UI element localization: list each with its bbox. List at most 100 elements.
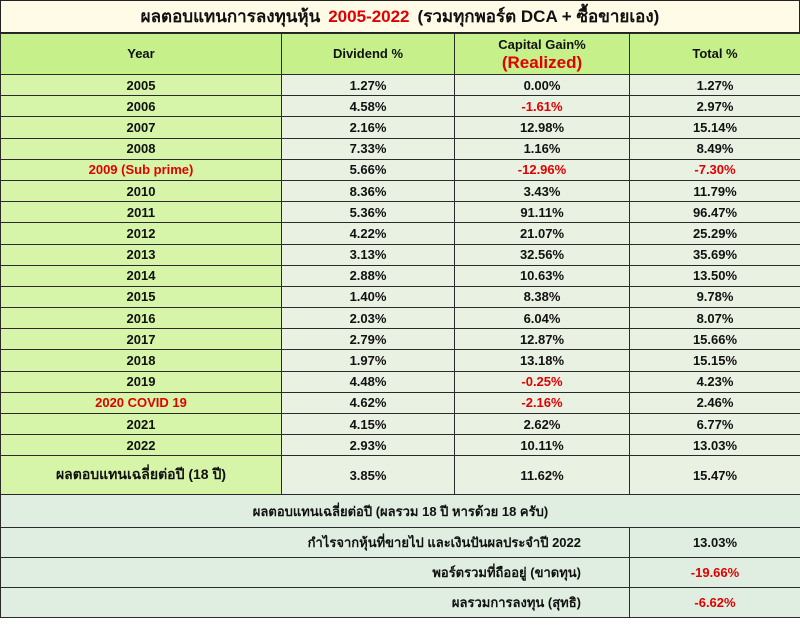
dividend-cell: 2.93% bbox=[281, 434, 455, 457]
dividend-cell: 3.13% bbox=[281, 243, 455, 266]
dividend-cell: 5.36% bbox=[281, 201, 455, 224]
summary-label: พอร์ตรวมที่ถืออยู่ (ขาดทุน) bbox=[0, 557, 630, 589]
summary-row: กำไรจากหุ้นที่ขายไป และเงินปันผลประจำปี … bbox=[0, 527, 800, 559]
total-cell: 9.78% bbox=[629, 285, 800, 309]
header-capital-gain: Capital Gain% (Realized) bbox=[454, 33, 630, 75]
summary-value: 13.03% bbox=[629, 527, 800, 559]
year-cell: 2020 COVID 19 bbox=[0, 391, 282, 415]
returns-table: Year Dividend % Capital Gain% (Realized)… bbox=[0, 33, 800, 619]
header-total: Total % bbox=[629, 33, 800, 75]
year-cell: 2006 bbox=[0, 95, 282, 118]
year-cell: 2014 bbox=[0, 264, 282, 287]
table-row: 2013 3.13% 32.56% 35.69% bbox=[0, 243, 800, 266]
total-cell: 13.03% bbox=[629, 434, 800, 457]
year-cell: 2009 (Sub prime) bbox=[0, 158, 282, 181]
title-prefix: ผลตอบแทนการลงทุนหุ้น bbox=[140, 7, 321, 26]
table-row: 2008 7.33% 1.16% 8.49% bbox=[0, 137, 800, 160]
title-years: 2005-2022 bbox=[328, 6, 410, 26]
table-row: 2010 8.36% 3.43% 11.79% bbox=[0, 179, 800, 203]
table-row: 2011 5.36% 91.11% 96.47% bbox=[0, 201, 800, 224]
total-cell: 96.47% bbox=[629, 201, 800, 224]
summary-label: ผลรวมการลงทุน (สุทธิ) bbox=[0, 587, 630, 619]
dividend-cell: 2.79% bbox=[281, 328, 455, 351]
dividend-cell: 8.36% bbox=[281, 179, 455, 203]
year-cell: 2012 bbox=[0, 222, 282, 245]
dividend-cell: 7.33% bbox=[281, 137, 455, 160]
table-row: 2018 1.97% 13.18% 15.15% bbox=[0, 349, 800, 372]
year-cell: 2021 bbox=[0, 412, 282, 436]
total-cell: 11.79% bbox=[629, 179, 800, 203]
table-row: 2022 2.93% 10.11% 13.03% bbox=[0, 434, 800, 457]
capital-cell: 21.07% bbox=[454, 222, 630, 245]
capital-cell: -2.16% bbox=[454, 391, 630, 415]
capital-cell: -12.96% bbox=[454, 158, 630, 181]
capital-cell: 10.11% bbox=[454, 434, 630, 457]
total-cell: 8.07% bbox=[629, 307, 800, 330]
table-row: 2006 4.58% -1.61% 2.97% bbox=[0, 95, 800, 118]
year-cell: 2007 bbox=[0, 116, 282, 139]
total-cell: 15.66% bbox=[629, 328, 800, 351]
capital-cell: -0.25% bbox=[454, 370, 630, 393]
summary-row: ผลรวมการลงทุน (สุทธิ) -6.62% bbox=[0, 587, 800, 619]
capital-cell: 6.04% bbox=[454, 307, 630, 330]
capital-cell: 1.16% bbox=[454, 137, 630, 160]
year-cell: 2011 bbox=[0, 201, 282, 224]
header-dividend: Dividend % bbox=[281, 33, 455, 75]
dividend-cell: 1.27% bbox=[281, 73, 455, 97]
year-cell: 2015 bbox=[0, 285, 282, 309]
title-suffix: (รวมทุกพอร์ต DCA + ซื้อขายเอง) bbox=[417, 7, 660, 26]
year-cell: 2018 bbox=[0, 349, 282, 372]
header-capital-gain-label: Capital Gain% bbox=[498, 37, 586, 52]
summary-row: พอร์ตรวมที่ถืออยู่ (ขาดทุน) -19.66% bbox=[0, 557, 800, 589]
table-row: 2009 (Sub prime) 5.66% -12.96% -7.30% bbox=[0, 158, 800, 181]
average-note-row: ผลตอบแทนเฉลี่ยต่อปี (ผลรวม 18 ปี หารด้วย… bbox=[0, 494, 800, 529]
sheet-title: ผลตอบแทนการลงทุนหุ้น 2005-2022 (รวมทุกพอ… bbox=[0, 0, 800, 33]
dividend-cell: 2.16% bbox=[281, 116, 455, 139]
capital-cell: -1.61% bbox=[454, 95, 630, 118]
average-capital: 11.62% bbox=[454, 455, 630, 496]
year-cell: 2005 bbox=[0, 73, 282, 97]
capital-cell: 10.63% bbox=[454, 264, 630, 287]
total-cell: 6.77% bbox=[629, 412, 800, 436]
dividend-cell: 4.22% bbox=[281, 222, 455, 245]
dividend-cell: 4.58% bbox=[281, 95, 455, 118]
table-row: 2012 4.22% 21.07% 25.29% bbox=[0, 222, 800, 245]
summary-value: -19.66% bbox=[629, 557, 800, 589]
table-row: 2005 1.27% 0.00% 1.27% bbox=[0, 73, 800, 97]
total-cell: 8.49% bbox=[629, 137, 800, 160]
total-cell: 13.50% bbox=[629, 264, 800, 287]
capital-cell: 12.98% bbox=[454, 116, 630, 139]
dividend-cell: 4.62% bbox=[281, 391, 455, 415]
total-cell: 35.69% bbox=[629, 243, 800, 266]
summary-value: -6.62% bbox=[629, 587, 800, 619]
total-cell: 4.23% bbox=[629, 370, 800, 393]
dividend-cell: 4.48% bbox=[281, 370, 455, 393]
table-row: 2014 2.88% 10.63% 13.50% bbox=[0, 264, 800, 287]
year-cell: 2022 bbox=[0, 434, 282, 457]
total-cell: 1.27% bbox=[629, 73, 800, 97]
capital-cell: 12.87% bbox=[454, 328, 630, 351]
dividend-cell: 4.15% bbox=[281, 412, 455, 436]
table-row: 2019 4.48% -0.25% 4.23% bbox=[0, 370, 800, 393]
average-dividend: 3.85% bbox=[281, 455, 455, 496]
year-cell: 2017 bbox=[0, 328, 282, 351]
capital-cell: 0.00% bbox=[454, 73, 630, 97]
average-row: ผลตอบแทนเฉลี่ยต่อปี (18 ปี) 3.85% 11.62%… bbox=[0, 455, 800, 496]
table-row: 2020 COVID 19 4.62% -2.16% 2.46% bbox=[0, 391, 800, 415]
average-note: ผลตอบแทนเฉลี่ยต่อปี (ผลรวม 18 ปี หารด้วย… bbox=[0, 494, 800, 529]
capital-cell: 3.43% bbox=[454, 179, 630, 203]
total-cell: 2.46% bbox=[629, 391, 800, 415]
dividend-cell: 2.03% bbox=[281, 307, 455, 330]
header-year: Year bbox=[0, 33, 282, 75]
total-cell: 15.15% bbox=[629, 349, 800, 372]
year-cell: 2008 bbox=[0, 137, 282, 160]
capital-cell: 32.56% bbox=[454, 243, 630, 266]
total-cell: 2.97% bbox=[629, 95, 800, 118]
dividend-cell: 2.88% bbox=[281, 264, 455, 287]
capital-cell: 8.38% bbox=[454, 285, 630, 309]
summary-label: กำไรจากหุ้นที่ขายไป และเงินปันผลประจำปี … bbox=[0, 527, 630, 559]
dividend-cell: 1.40% bbox=[281, 285, 455, 309]
average-label: ผลตอบแทนเฉลี่ยต่อปี (18 ปี) bbox=[0, 455, 282, 496]
header-row: Year Dividend % Capital Gain% (Realized)… bbox=[0, 33, 800, 75]
